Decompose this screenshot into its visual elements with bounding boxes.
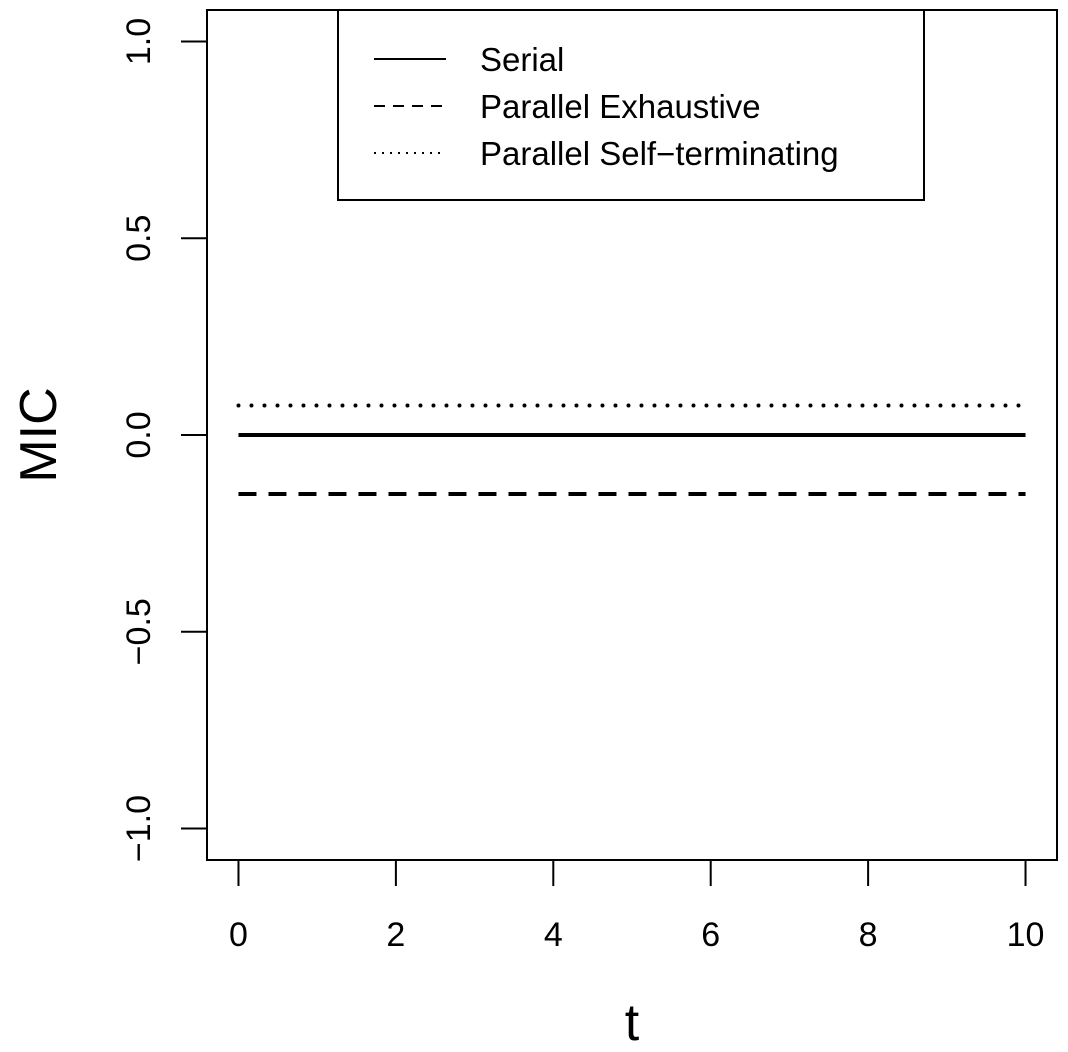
y-tick-label: 1.0	[120, 18, 158, 65]
x-axis-title: t	[625, 994, 640, 1052]
y-tick-label: 0.5	[120, 215, 158, 262]
y-tick-label: 0.0	[120, 411, 158, 458]
y-axis-title: MIC	[10, 387, 68, 482]
legend-label: Parallel Self−terminating	[480, 135, 839, 172]
x-axis: 0 2 4 6 8 10	[229, 859, 1045, 954]
x-tick-label: 2	[386, 916, 405, 954]
y-tick-label: −0.5	[120, 598, 158, 665]
legend-label: Parallel Exhaustive	[480, 88, 761, 125]
y-axis: −1.0 −0.5 0.0 0.5 1.0	[120, 18, 208, 862]
y-tick-label: −1.0	[120, 795, 158, 862]
x-tick-label: 4	[544, 916, 563, 954]
x-tick-label: 10	[1007, 916, 1045, 954]
series-layer	[236, 403, 1028, 497]
legend-label: Serial	[480, 41, 564, 78]
x-tick-label: 0	[229, 916, 248, 954]
x-tick-label: 6	[701, 916, 720, 954]
legend: Serial Parallel Exhaustive Parallel Self−t…	[337, 9, 925, 201]
x-tick-label: 8	[859, 916, 878, 954]
